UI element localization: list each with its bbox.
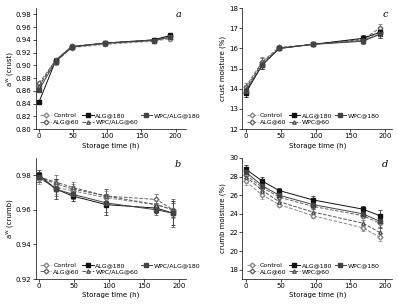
Text: a: a [176, 10, 181, 19]
Text: c: c [382, 10, 388, 19]
Y-axis label: crumb moisture (%): crumb moisture (%) [220, 184, 226, 254]
X-axis label: Storage time (h): Storage time (h) [289, 142, 346, 149]
X-axis label: Storage time (h): Storage time (h) [289, 292, 346, 299]
Text: d: d [382, 161, 388, 169]
X-axis label: Storage time (h): Storage time (h) [82, 292, 139, 299]
Legend: Control, ALG@60, ALG@180, WPC/ALG@60, WPC/ALG@180: Control, ALG@60, ALG@180, WPC/ALG@60, WP… [39, 112, 202, 126]
Legend: Control, ALG@60, ALG@180, WPC@60, WPC@180: Control, ALG@60, ALG@180, WPC@60, WPC@18… [245, 261, 381, 276]
Text: b: b [175, 161, 181, 169]
Legend: Control, ALG@60, ALG@180, WPC/ALG@60, WPC/ALG@180: Control, ALG@60, ALG@180, WPC/ALG@60, WP… [39, 261, 202, 276]
X-axis label: Storage time (h): Storage time (h) [82, 142, 139, 149]
Y-axis label: aᵂ (crust): aᵂ (crust) [6, 52, 13, 85]
Legend: Control, ALG@60, ALG@180, WPC@60, WPC@180: Control, ALG@60, ALG@180, WPC@60, WPC@18… [245, 112, 381, 126]
Y-axis label: crust moisture (%): crust moisture (%) [220, 36, 226, 101]
Y-axis label: aᵂ (crumb): aᵂ (crumb) [6, 199, 13, 238]
